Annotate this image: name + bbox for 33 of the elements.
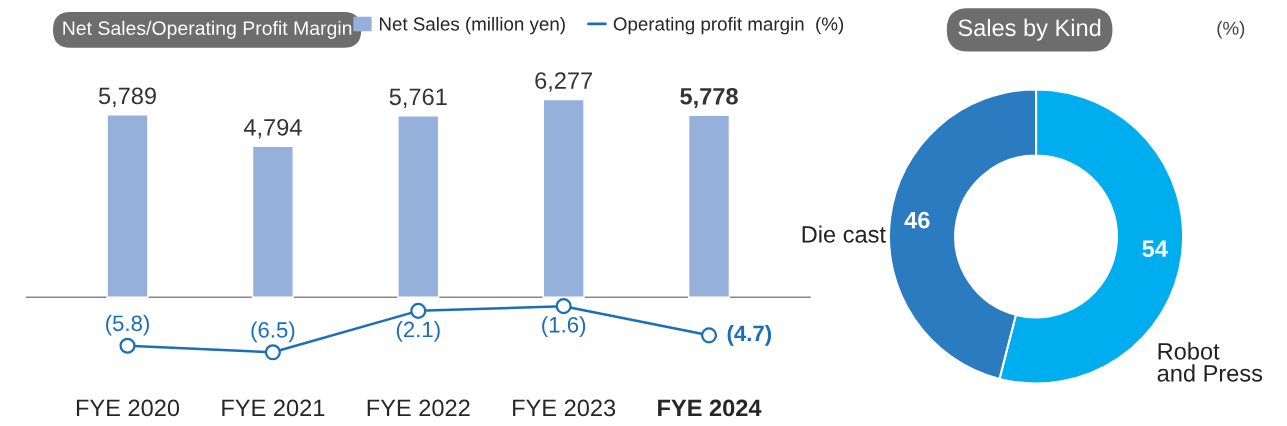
- chart-subtitle: (%): [1217, 21, 1245, 39]
- point: [264, 344, 281, 361]
- data-label: 5,778: [680, 87, 738, 109]
- data-label: 54: [1142, 240, 1168, 258]
- data-label: 46: [904, 211, 930, 229]
- point: [119, 337, 136, 354]
- data-label: 5,789: [98, 87, 156, 108]
- point: [555, 298, 572, 315]
- data-label: (5.8): [106, 314, 149, 336]
- data-label: (1.6): [542, 316, 586, 338]
- legend-label: Net Sales (million yen): [379, 16, 565, 35]
- point: [410, 302, 427, 319]
- legend-label: Operating profit margin (%): [613, 16, 844, 35]
- data-label: 4,794: [243, 118, 302, 139]
- chart-title: Net Sales/Operating Profit Margin: [63, 20, 352, 39]
- bar: [687, 114, 731, 298]
- x-tick-label: FYE 2022: [367, 399, 470, 417]
- bar: [397, 115, 440, 298]
- bar: [106, 114, 149, 298]
- slice-label: Robot and Press: [1157, 342, 1263, 382]
- x-tick-label: FYE 2020: [76, 399, 180, 417]
- data-label: (6.5): [251, 321, 295, 343]
- slice-label: Die cast: [802, 225, 886, 243]
- chart-title: Sales by Kind: [958, 18, 1101, 41]
- data-label: 5,761: [389, 88, 447, 108]
- x-tick-label: FYE 2021: [222, 399, 325, 417]
- x-tick-label: FYE 2024: [658, 399, 762, 417]
- data-label: 6,277: [535, 72, 593, 92]
- data-label: (2.1): [396, 321, 440, 342]
- point: [700, 327, 718, 344]
- x-tick-label: FYE 2023: [513, 399, 616, 417]
- data-label: (4.7): [727, 324, 772, 346]
- bar: [251, 145, 294, 298]
